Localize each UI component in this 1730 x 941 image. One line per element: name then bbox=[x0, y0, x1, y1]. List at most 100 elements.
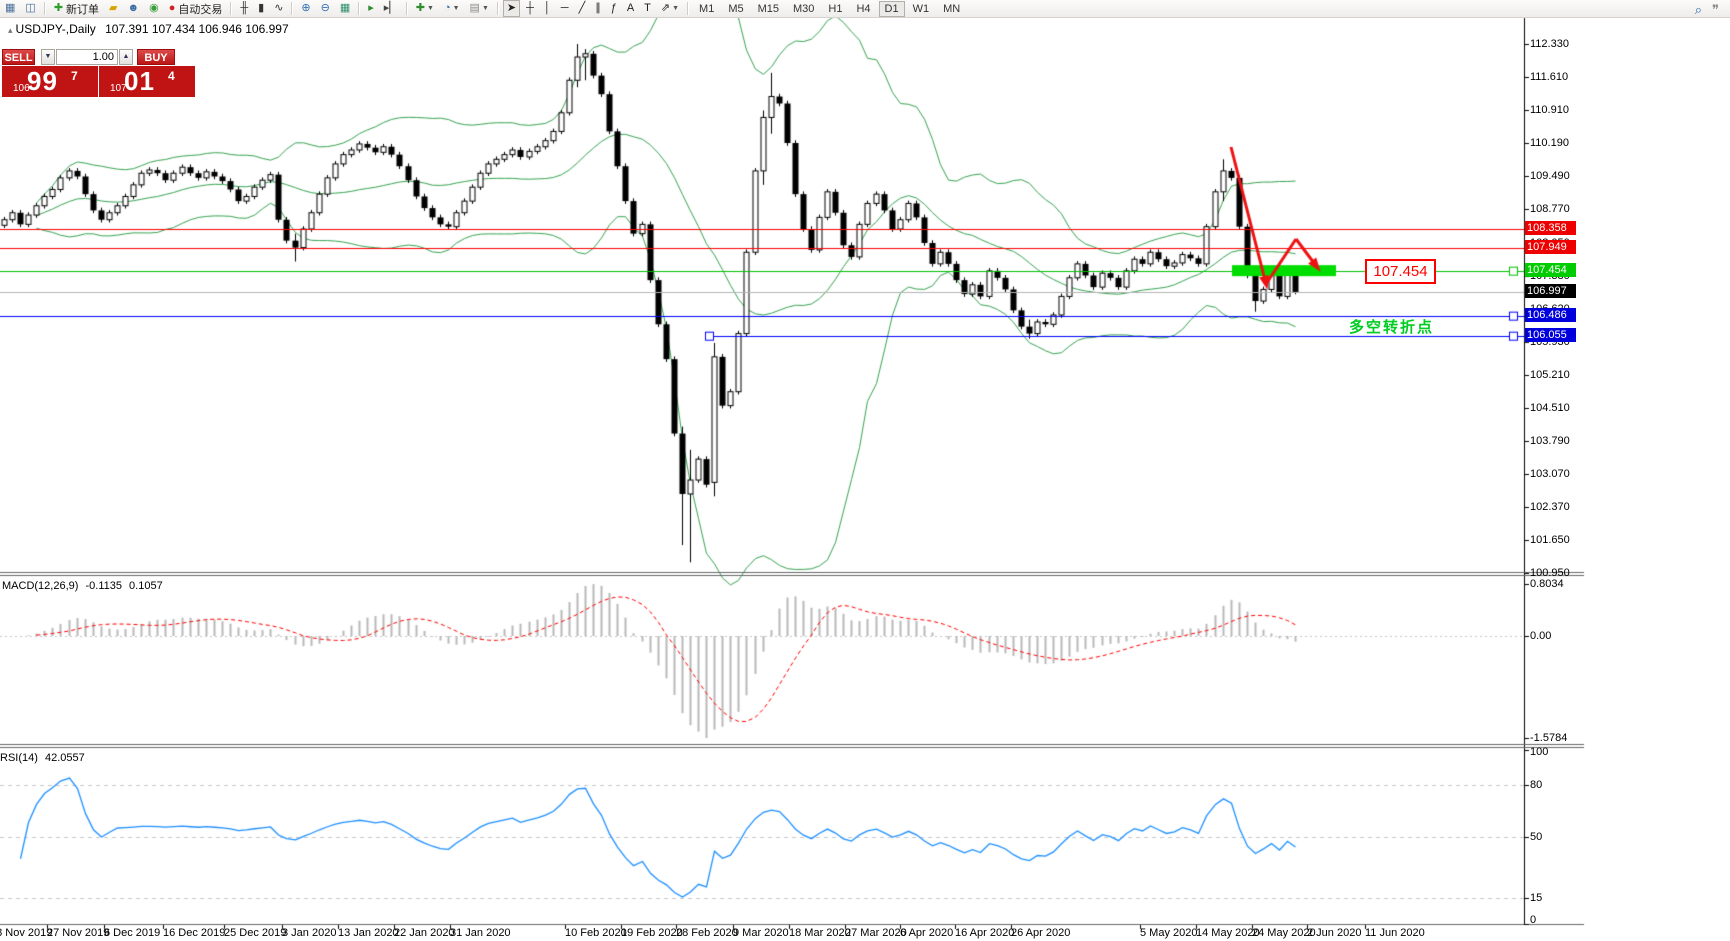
sep5 bbox=[405, 2, 408, 15]
timeframe-m15-button[interactable]: M15 bbox=[757, 2, 780, 15]
price-axis-badge[interactable]: 106.486 bbox=[1525, 307, 1576, 322]
price-axis-badge[interactable]: 106.055 bbox=[1525, 327, 1576, 342]
chart-window-icon[interactable]: ▦ bbox=[1, 0, 19, 17]
equidistant-channel-icon: ∥ bbox=[595, 2, 601, 14]
price-axis-tick: 103.790 bbox=[1530, 434, 1570, 447]
rsi-axis-tick: 100 bbox=[1530, 746, 1549, 758]
crosshair-icon[interactable]: ┼ bbox=[522, 0, 538, 17]
date-axis-label: 24 May 2020 bbox=[1252, 927, 1316, 939]
price-axis-badge[interactable]: 108.358 bbox=[1525, 220, 1576, 235]
chart-shift-icon[interactable]: ▸▏ bbox=[380, 0, 402, 17]
auto-scroll-icon: ▸ bbox=[368, 2, 374, 14]
price-axis-tick: 112.330 bbox=[1530, 38, 1569, 50]
buy-button[interactable]: BUY bbox=[137, 49, 175, 65]
trendline-icon: ╱ bbox=[578, 2, 586, 14]
trendline-icon[interactable]: ╱ bbox=[575, 0, 590, 17]
volume-decrease-button[interactable]: ▼ bbox=[41, 49, 55, 65]
templates-icon: ▤ bbox=[469, 2, 480, 14]
timeframe-m1-button[interactable]: M1 bbox=[699, 2, 715, 15]
timeframe-mn-button[interactable]: MN bbox=[943, 2, 961, 15]
text-label-icon[interactable]: T bbox=[640, 0, 655, 17]
tile-windows-icon[interactable]: ▦ bbox=[336, 0, 354, 17]
text-icon[interactable]: A bbox=[623, 0, 638, 17]
macd-axis-tick: 0.00 bbox=[1530, 630, 1552, 642]
new-order-button[interactable]: ✚ 新订单 bbox=[50, 0, 103, 17]
horizontal-line-icon: ─ bbox=[560, 2, 569, 14]
line-chart-icon: ∿ bbox=[274, 2, 284, 14]
rsi-axis-tick: 0 bbox=[1530, 914, 1537, 926]
zoom-in-icon[interactable]: ⊕ bbox=[297, 0, 314, 17]
timeframe-m5-button[interactable]: M5 bbox=[728, 2, 744, 15]
new-order-button-label: 新订单 bbox=[66, 3, 100, 16]
templates-icon[interactable]: ▤ ▼ bbox=[466, 0, 493, 17]
date-axis-label: 6 Apr 2020 bbox=[900, 927, 954, 939]
macd-signal-value: 0.1057 bbox=[129, 580, 163, 592]
periods-icon: ◔ bbox=[443, 2, 451, 14]
timeframe-w1-button[interactable]: W1 bbox=[912, 2, 930, 15]
news-icon[interactable]: ◉ bbox=[145, 0, 163, 17]
date-axis-label: 25 Dec 2019 bbox=[224, 927, 287, 939]
sell-button[interactable]: SELL bbox=[2, 49, 35, 65]
date-axis-label: 6 Dec 2019 bbox=[104, 927, 161, 939]
templates-icon-dropdown[interactable]: ▼ bbox=[481, 5, 489, 12]
equidistant-channel-icon[interactable]: ∥ bbox=[591, 0, 605, 17]
date-axis-label: 5 May 2020 bbox=[1140, 927, 1198, 939]
timeframe-d1-button[interactable]: D1 bbox=[878, 0, 905, 17]
line-chart-icon[interactable]: ∿ bbox=[270, 0, 287, 17]
indicators-icon[interactable]: ✚ ▼ bbox=[412, 0, 438, 17]
autotrading-button[interactable]: ● 自动交易 bbox=[165, 0, 227, 17]
date-axis-label: 27 Nov 2019 bbox=[47, 927, 110, 939]
fibonacci-icon[interactable]: ƒ bbox=[607, 0, 621, 17]
volume-increase-button[interactable]: ▲ bbox=[119, 49, 133, 65]
price-axis-tick: 103.070 bbox=[1530, 468, 1570, 481]
vertical-line-icon: │ bbox=[543, 2, 551, 14]
signals-icon[interactable]: ☻ bbox=[124, 0, 144, 17]
data-window-icon: ◫ bbox=[25, 2, 36, 14]
auto-scroll-icon[interactable]: ▸ bbox=[364, 0, 378, 17]
date-axis-label: 22 Jan 2020 bbox=[394, 927, 455, 939]
macd-axis-tick: 0.8034 bbox=[1530, 578, 1564, 591]
zoom-out-icon[interactable]: ⊖ bbox=[317, 0, 334, 17]
price-axis-badge[interactable]: 107.949 bbox=[1525, 239, 1576, 254]
vertical-line-icon[interactable]: │ bbox=[540, 0, 555, 17]
date-axis-label: 13 Jan 2020 bbox=[338, 927, 399, 939]
market-icon[interactable]: ▰ bbox=[105, 0, 121, 17]
horizontal-line-icon[interactable]: ─ bbox=[557, 0, 573, 17]
data-window-icon[interactable]: ◫ bbox=[21, 0, 39, 17]
ask-price[interactable]: 107 01 4 bbox=[99, 66, 195, 97]
timeframe-h4-button[interactable]: H4 bbox=[856, 2, 871, 15]
date-axis-label: 11 Jun 2020 bbox=[1365, 927, 1425, 939]
bar-chart-icon[interactable]: ╫ bbox=[236, 0, 252, 17]
arrows-icon-dropdown[interactable]: ▼ bbox=[672, 5, 680, 12]
periods-icon[interactable]: ◔ ▼ bbox=[440, 0, 464, 17]
volume-input[interactable] bbox=[56, 49, 118, 65]
search-icon[interactable]: ⌕ bbox=[1691, 1, 1706, 18]
zoom-in-icon: ⊕ bbox=[301, 2, 311, 14]
bid-price[interactable]: 106 99 7 bbox=[2, 66, 98, 97]
arrows-icon[interactable]: ⇗ ▼ bbox=[657, 0, 683, 17]
periods-icon-dropdown[interactable]: ▼ bbox=[452, 5, 460, 12]
candlestick-chart-icon: ▮ bbox=[258, 2, 265, 14]
date-axis-label: 18 Nov 2019 bbox=[0, 927, 53, 939]
sep2 bbox=[230, 2, 233, 15]
cursor-icon[interactable]: ➤ bbox=[502, 0, 521, 17]
timeframe-m30-button[interactable]: M30 bbox=[793, 2, 815, 15]
cursor-icon: ➤ bbox=[506, 2, 517, 14]
chat-icon[interactable]: ❞ bbox=[1708, 1, 1723, 18]
price-axis-badge[interactable]: 107.454 bbox=[1525, 262, 1576, 277]
date-axis-label: 16 Dec 2019 bbox=[163, 927, 226, 939]
tile-windows-icon: ▦ bbox=[339, 2, 351, 14]
price-axis-badge[interactable]: 106.997 bbox=[1525, 283, 1576, 298]
market-icon: ▰ bbox=[109, 2, 118, 14]
timeframe-h1-button[interactable]: H1 bbox=[828, 2, 843, 15]
price-level-tag[interactable]: 107.454 bbox=[1365, 259, 1436, 284]
candlestick-chart-icon[interactable]: ▮ bbox=[254, 0, 268, 17]
sep7 bbox=[687, 2, 690, 15]
indicators-icon-dropdown[interactable]: ▼ bbox=[427, 5, 434, 12]
zoom-out-icon: ⊖ bbox=[320, 2, 330, 14]
date-axis-label: 10 Feb 2020 bbox=[565, 927, 627, 939]
date-axis-label: 14 May 2020 bbox=[1196, 927, 1260, 939]
bull-bear-turning-point-label[interactable]: 多空转折点 bbox=[1349, 319, 1435, 336]
search-icon: ⌕ bbox=[1694, 2, 1702, 17]
